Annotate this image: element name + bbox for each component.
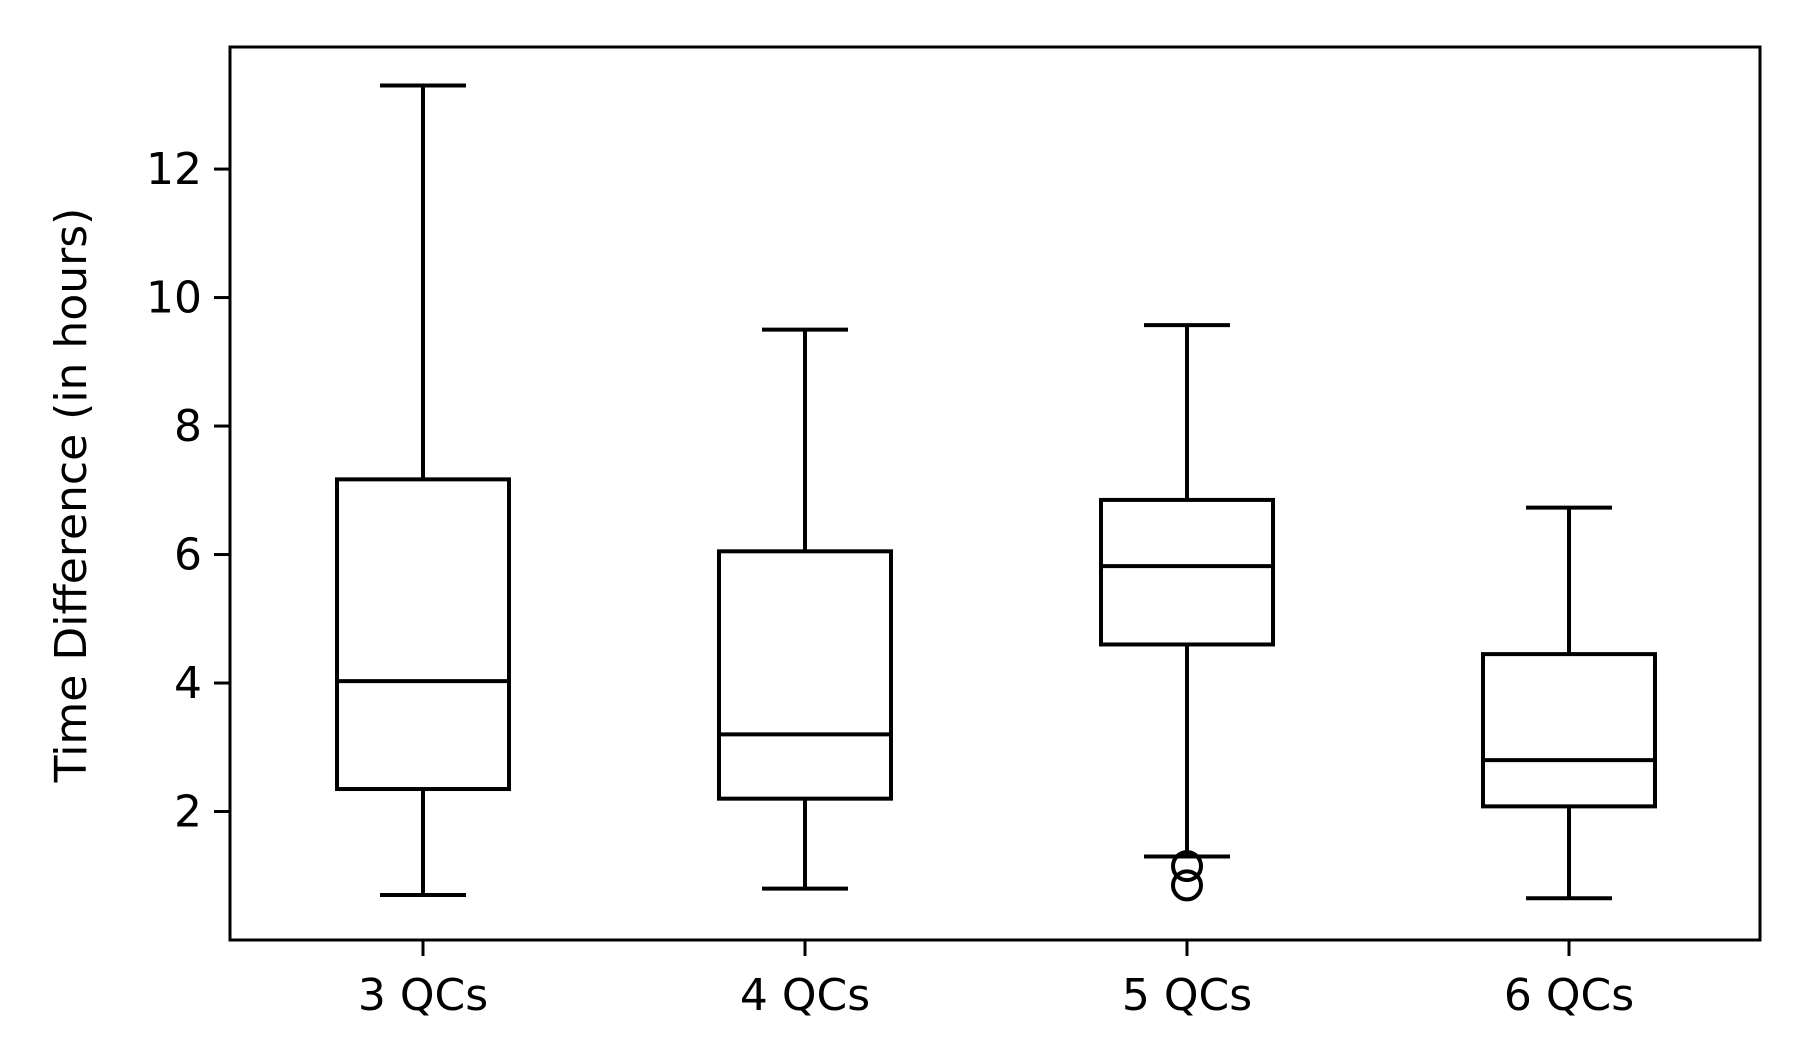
outlier-point xyxy=(1171,850,1203,883)
plot-layer: 2 4 6 8 10 12 3 QCs 4 QCs 5 QCs 6 QCs xyxy=(146,45,1762,1021)
box-iqr xyxy=(335,477,511,792)
x-tick-label: 6 QCs xyxy=(1504,970,1634,1021)
y-tick-label: 6 xyxy=(174,530,202,581)
outlier-point xyxy=(1171,869,1203,902)
y-tick-label: 10 xyxy=(146,273,202,324)
plot-frame xyxy=(228,45,1762,942)
box-iqr xyxy=(1481,652,1657,809)
x-tick-label: 4 QCs xyxy=(740,970,870,1021)
y-axis-label: Time Difference (in hours) xyxy=(46,208,97,784)
y-tick-label: 12 xyxy=(146,144,202,195)
box-iqr xyxy=(717,549,893,801)
y-tick-label: 4 xyxy=(174,658,202,709)
box-iqr xyxy=(1099,497,1275,647)
x-tick-label: 3 QCs xyxy=(358,970,488,1021)
x-tick-label: 5 QCs xyxy=(1122,970,1252,1021)
y-tick-label: 8 xyxy=(174,401,202,452)
y-tick-label: 2 xyxy=(174,787,202,838)
